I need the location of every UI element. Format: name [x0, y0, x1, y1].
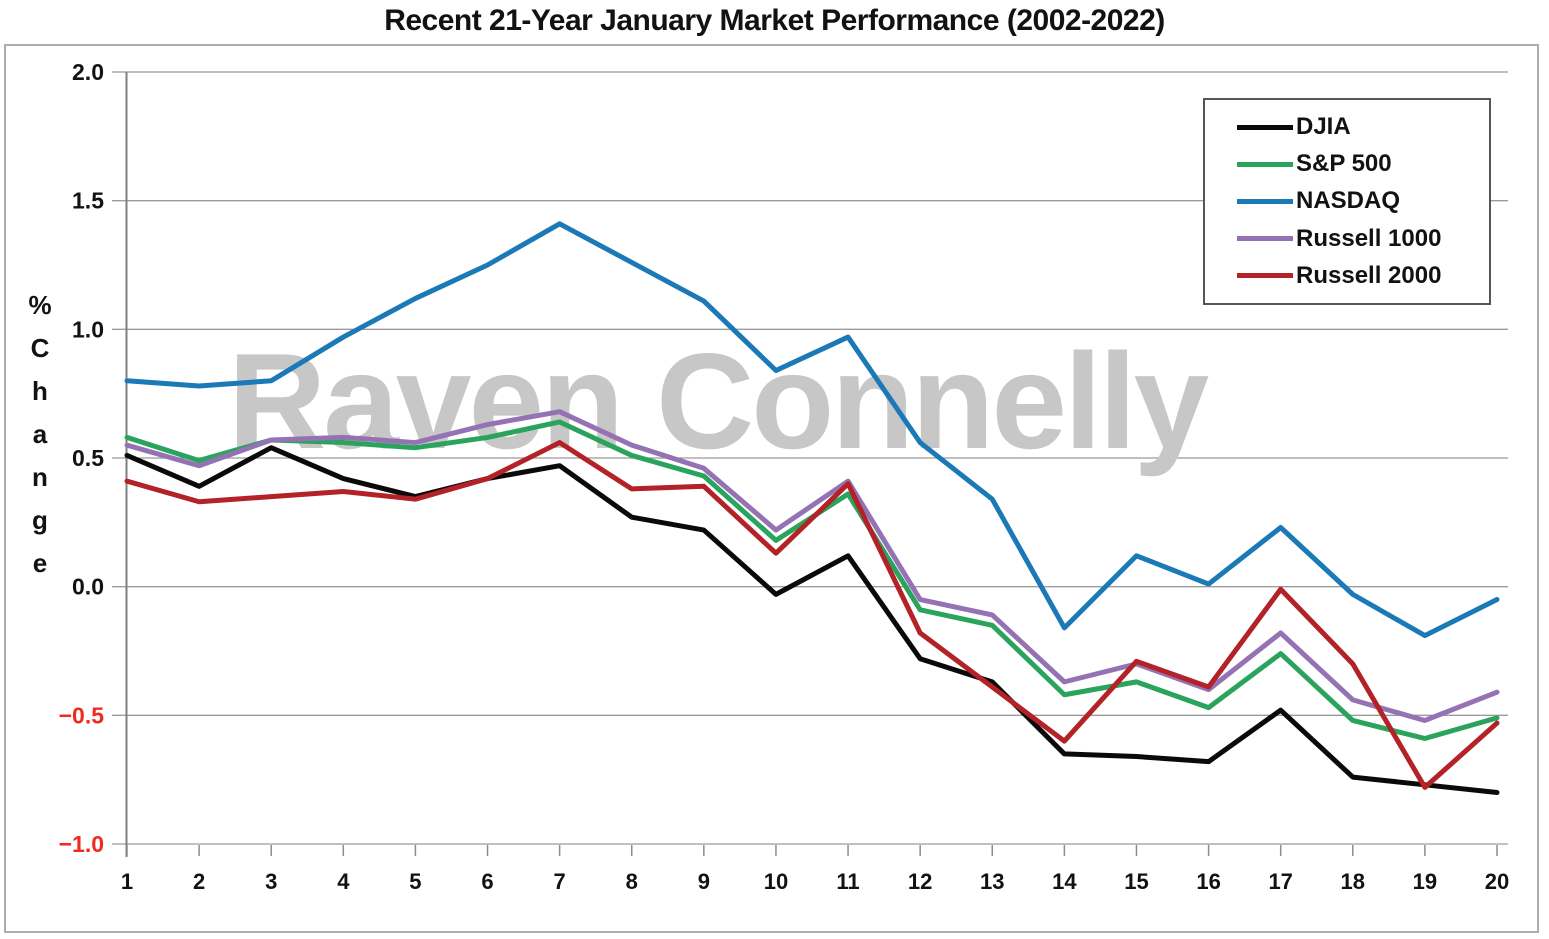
legend-item: DJIA: [1237, 113, 1489, 141]
x-tick-label: 8: [626, 869, 638, 894]
series-lines: [124, 221, 1500, 796]
chart-title: Recent 21-Year January Market Performanc…: [384, 4, 1165, 37]
y-tick-label: 0.5: [72, 445, 104, 471]
x-tick-label: 18: [1341, 869, 1365, 894]
legend-line-swatch: [1237, 124, 1293, 130]
x-tick-label: 15: [1124, 869, 1148, 894]
y-axis-title-char: %: [28, 290, 52, 320]
x-tick-label: 5: [409, 869, 421, 894]
x-tick-label: 10: [764, 869, 788, 894]
x-tick-label: 1: [121, 869, 133, 894]
legend-label: NASDAQ: [1296, 187, 1401, 215]
y-tick-label: −1.0: [59, 831, 104, 857]
x-tick-label: 20: [1485, 869, 1509, 894]
legend-item: Russell 2000: [1237, 262, 1489, 290]
series-line-nasdaq: [124, 221, 1500, 639]
legend-label: S&P 500: [1296, 150, 1392, 178]
x-tick-label: 13: [980, 869, 1004, 894]
x-tick-label: 7: [554, 869, 566, 894]
y-axis-title-char: C: [30, 333, 50, 363]
x-tick-label: 2: [193, 869, 205, 894]
y-axis-title-char: e: [32, 548, 48, 578]
watermark-text: Raven Connelly: [228, 325, 1209, 477]
series-line-djia: [124, 445, 1500, 796]
x-tick-label: 11: [836, 869, 859, 894]
axis-labels: 2.01.51.00.50.0−0.5−1.01 2 3 4 5 6 7 8 9 10 11 12 13…: [59, 59, 1510, 894]
y-tick-label: 1.5: [72, 188, 104, 214]
series-line-russell-2000: [124, 440, 1500, 790]
legend-item: NASDAQ: [1237, 187, 1489, 215]
legend-line-swatch: [1237, 273, 1293, 279]
x-tick-label: 4: [337, 869, 350, 894]
x-tick-label: 17: [1268, 869, 1292, 894]
legend-line-swatch: [1237, 198, 1293, 204]
series-line-russell-1000: [124, 409, 1500, 723]
x-tick-label: 16: [1196, 869, 1220, 894]
y-tick-label: −0.5: [59, 702, 105, 728]
y-axis-title-char: g: [32, 505, 48, 535]
x-tick-label: 14: [1052, 869, 1077, 894]
x-tick-label: 3: [265, 869, 277, 894]
legend-item: S&P 500: [1237, 150, 1489, 178]
legend-label: DJIA: [1296, 113, 1351, 141]
legend-label: Russell 1000: [1296, 224, 1442, 252]
legend-item: Russell 1000: [1237, 225, 1489, 253]
x-tick-label: 19: [1413, 869, 1437, 894]
y-tick-label: 1.0: [72, 316, 104, 342]
legend: DJIA S&P 500 NASDAQ Russell 1000 Russell 200…: [1203, 98, 1491, 305]
legend-label: Russell 2000: [1296, 261, 1442, 289]
legend-line-swatch: [1237, 236, 1293, 242]
x-tick-label: 12: [908, 869, 932, 894]
y-axis-title-char: n: [32, 462, 48, 492]
x-tick-label: 6: [481, 869, 493, 894]
x-tick-label: 9: [698, 869, 710, 894]
y-axis-title-char: h: [32, 376, 48, 406]
legend-line-swatch: [1237, 161, 1293, 167]
y-axis-title-char: a: [32, 419, 48, 449]
y-tick-label: 2.0: [72, 59, 104, 85]
y-tick-label: 0.0: [72, 574, 104, 600]
